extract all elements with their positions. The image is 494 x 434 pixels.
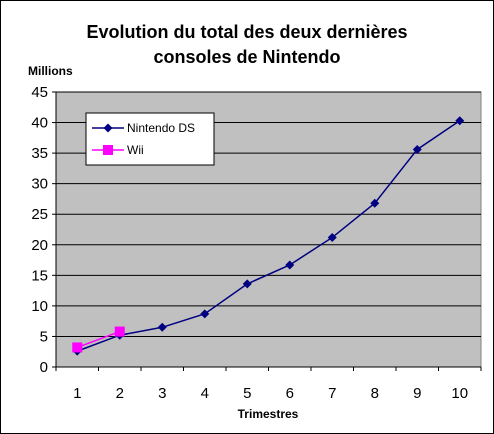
data-point xyxy=(242,279,252,289)
y-tick-label: 30 xyxy=(31,176,48,193)
legend-marker xyxy=(103,123,113,133)
series-line xyxy=(76,120,461,352)
x-tick-label: 9 xyxy=(413,385,421,402)
y-tick-label: 10 xyxy=(31,298,48,315)
x-axis-label: Trimestres xyxy=(238,407,299,421)
x-tick-label: 3 xyxy=(158,385,166,402)
x-tick-label: 1 xyxy=(73,385,81,402)
y-tick-label: 25 xyxy=(31,206,48,223)
data-point xyxy=(370,198,380,208)
x-tick-label: 7 xyxy=(328,385,336,402)
legend-marker xyxy=(103,145,113,155)
x-tick-label: 10 xyxy=(451,385,468,402)
data-point xyxy=(327,232,337,242)
y-tick-label: 45 xyxy=(31,84,48,101)
x-tick-label: 2 xyxy=(116,385,124,402)
y-tick-label: 20 xyxy=(31,237,48,254)
x-tick-label: 6 xyxy=(286,385,294,402)
data-point xyxy=(455,116,465,126)
y-tick-label: 15 xyxy=(31,267,48,284)
data-point xyxy=(72,342,83,353)
series-line xyxy=(76,330,121,349)
x-tick-label: 4 xyxy=(201,385,209,402)
y-tick-label: 35 xyxy=(31,145,48,162)
chart-title-line-2: consoles de Nintendo xyxy=(153,47,341,67)
y-axis-label: Millions xyxy=(28,64,73,78)
legend-label: Nintendo DS xyxy=(127,121,195,135)
y-tick-label: 0 xyxy=(40,359,48,376)
y-tick-label: 40 xyxy=(31,115,48,132)
x-tick-label: 8 xyxy=(371,385,379,402)
chart-title-line-1: Evolution du total des deux dernières xyxy=(86,22,408,42)
data-point xyxy=(285,260,295,270)
data-point xyxy=(114,326,125,337)
x-tick-label: 5 xyxy=(243,385,251,402)
y-tick-label: 5 xyxy=(40,328,48,345)
data-point xyxy=(200,309,210,319)
data-point xyxy=(412,144,422,154)
legend-box xyxy=(85,112,215,166)
data-point xyxy=(157,322,167,332)
legend-label: Wii xyxy=(127,143,144,157)
